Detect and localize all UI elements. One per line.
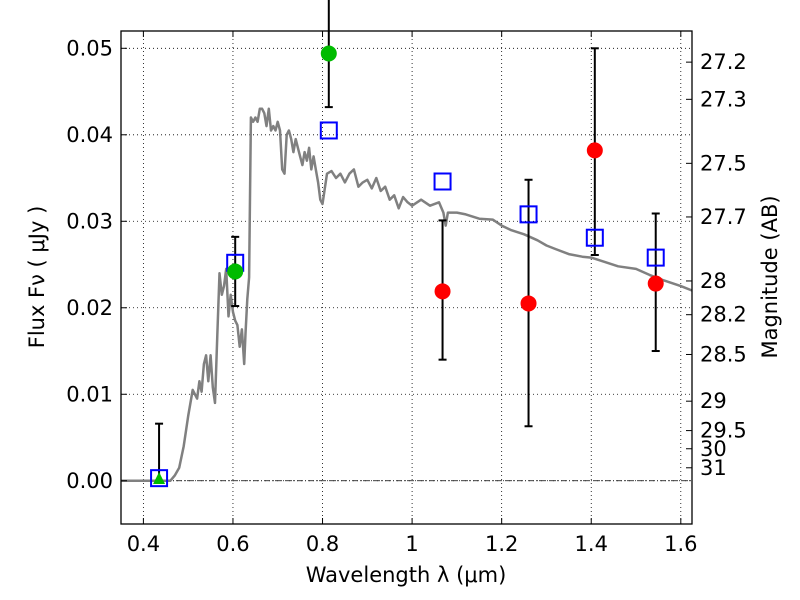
y-tick-label: 0.01 bbox=[66, 382, 113, 406]
error-bars bbox=[155, 0, 660, 482]
x-axis-ticks: 0.4 0.6 0.8 1 1.2 1.4 1.6 bbox=[127, 31, 698, 556]
data-point bbox=[434, 283, 451, 300]
y-axis-ticks: 0.00 0.01 0.02 0.03 0.04 0.05 bbox=[66, 36, 127, 493]
plot-frame bbox=[120, 30, 693, 525]
y-tick-label: 0.05 bbox=[66, 36, 113, 60]
x-tick-label: 1.4 bbox=[575, 532, 608, 556]
y-axis-title: Flux Fν ( μJy ) bbox=[25, 206, 49, 349]
model-square-point bbox=[433, 172, 452, 191]
x-tick-label: 1.2 bbox=[485, 532, 518, 556]
y-tick-label: 0.00 bbox=[66, 469, 113, 493]
data-point bbox=[320, 45, 337, 62]
magnitude-tick-label: 27.5 bbox=[700, 151, 747, 175]
magnitude-tick-label: 30 bbox=[700, 437, 727, 461]
x-axis-title: Wavelength λ (μm) bbox=[306, 563, 507, 587]
x-tick-label: 0.8 bbox=[306, 532, 339, 556]
data-point bbox=[227, 263, 244, 280]
magnitude-tick-label: 27.3 bbox=[700, 87, 747, 111]
y-tick-label: 0.03 bbox=[66, 209, 113, 233]
data-point bbox=[586, 142, 603, 159]
x-tick-label: 0.4 bbox=[127, 532, 160, 556]
magnitude-tick-label: 28.5 bbox=[700, 342, 747, 366]
spectrum-line bbox=[121, 107, 693, 483]
magnitude-tick-label: 27.7 bbox=[700, 205, 747, 229]
data-point bbox=[520, 295, 537, 312]
x-tick-label: 1.6 bbox=[664, 532, 697, 556]
magnitude-axis-title: Magnitude (AB) bbox=[758, 195, 782, 358]
model-spectrum bbox=[121, 107, 693, 483]
model-square-point bbox=[646, 248, 665, 267]
model-square-point bbox=[319, 121, 338, 140]
model-square-point bbox=[150, 469, 169, 488]
grid bbox=[121, 31, 692, 524]
model-square-point bbox=[519, 205, 538, 224]
y-tick-label: 0.02 bbox=[66, 296, 113, 320]
y-tick-label: 0.04 bbox=[66, 123, 113, 147]
magnitude-tick-label: 28 bbox=[700, 269, 727, 293]
magnitude-tick-label: 29.5 bbox=[700, 419, 747, 443]
magnitude-tick-label: 27.2 bbox=[700, 50, 747, 74]
data-point bbox=[647, 275, 664, 292]
upper-limit-triangle bbox=[153, 472, 166, 485]
magnitude-tick-label: 28.2 bbox=[700, 303, 747, 327]
magnitude-tick-label: 29 bbox=[700, 389, 727, 413]
x-tick-label: 0.6 bbox=[216, 532, 249, 556]
model-square-point bbox=[585, 228, 604, 247]
magnitude-tick-label: 31 bbox=[700, 456, 727, 480]
x-tick-label: 1 bbox=[405, 532, 418, 556]
data-points bbox=[150, 45, 665, 488]
